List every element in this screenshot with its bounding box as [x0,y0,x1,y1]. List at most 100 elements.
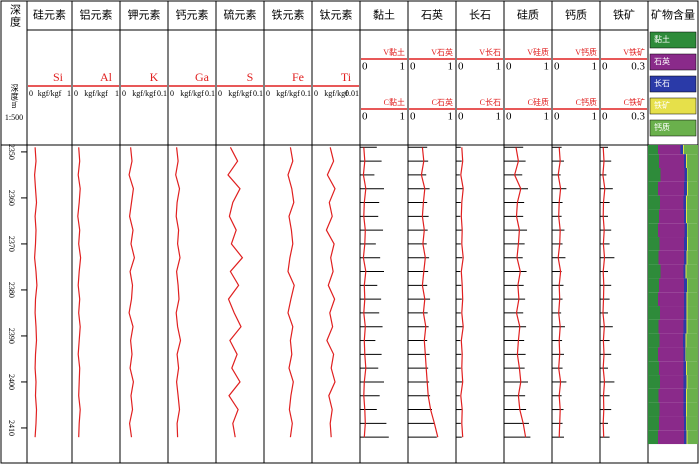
composition-segment [659,154,684,169]
track-symbol: Al [100,70,113,84]
composition-segment [660,375,684,389]
scale-min: 0 [362,111,368,123]
composition-segment [648,168,661,182]
composition-segment [687,278,698,293]
legend-swatch [649,31,697,49]
composition-segment [687,319,698,334]
depth-tick-label: 2400 [7,374,16,390]
scale-max: 1 [400,61,406,73]
composition-segment [686,154,687,169]
composition-segment [648,264,661,279]
legend-label: 石英 [654,56,670,66]
composition-segment [686,402,687,417]
depth-scale: 1:500 [5,113,23,122]
scale-min: 0 [314,89,318,98]
scale-unit: kgf/kgf [180,89,204,98]
composition-segment [684,430,687,445]
legend-swatch [649,119,697,137]
composition-segment [687,154,698,169]
legend-label: 钙质 [654,122,670,132]
composition-segment [684,181,687,196]
scale-max: 1 [448,111,454,123]
scale-unit: kgf/kgf [324,89,348,98]
element-curve [325,147,336,438]
composition-segment [648,154,659,169]
track-title: 石英 [421,8,443,22]
composition-segment [686,306,688,320]
legend-label: 铁矿 [654,100,670,110]
composition-segment [648,388,659,403]
track-title: 钛元素 [320,8,353,22]
track-title: 钙质 [565,8,587,22]
composition-segment [648,347,658,362]
composition-segment [658,347,684,362]
composition-segment [683,375,687,389]
composition-segment [648,430,658,445]
curve-name: V石英 [431,47,453,57]
element-curve [128,147,136,438]
composition-segment [659,416,684,431]
curve-name: C铁矿 [624,97,645,107]
composition-segment [687,223,688,238]
composition-segment [648,250,659,265]
track-title: 长石 [469,9,491,22]
v-curve [420,147,439,438]
scale-max: 0.1 [205,89,215,98]
composition-segment [660,195,684,210]
scale-max: 1 [544,111,550,123]
depth-tick-label: 2370 [7,236,16,252]
scale-max: 1 [400,111,406,123]
legend-label: 长石 [654,78,670,88]
element-curve [227,147,244,438]
composition-segment [659,237,684,251]
composition-segment [658,430,684,445]
depth-tick-label: 2380 [7,282,16,298]
composition-segment [683,319,687,334]
composition-segment [685,264,687,279]
composition-segment [683,361,686,376]
scale-max: 0.1 [253,89,263,98]
scale-min: 0 [170,89,174,98]
composition-segment [648,375,660,389]
legend-swatch [649,53,697,71]
track-title: 铝元素 [80,8,113,22]
composition-segment [659,209,684,224]
track-symbol: Ti [341,70,352,84]
composition-segment [659,361,684,376]
curve-name: V硅质 [527,47,549,57]
curve-name: V黏土 [383,47,405,57]
v-curve [557,147,562,438]
legend-swatch [649,75,697,93]
composition-segment [648,195,660,210]
scale-max: 1 [496,111,502,123]
scale-min: 0 [410,111,416,123]
composition-segment [683,195,686,210]
v-curve [460,147,464,438]
scale-max: 1 [115,89,119,98]
scale-max: 1 [67,89,71,98]
composition-segment [687,237,688,251]
element-curve [33,147,38,438]
scale-min: 0 [266,89,270,98]
composition-segment [687,250,698,265]
track-title: 钾元素 [128,8,161,22]
scale-min: 0 [74,89,78,98]
composition-segment [686,333,698,348]
composition-segment [685,347,686,362]
scale-min: 0 [122,89,126,98]
depth-tick-label: 2410 [7,420,16,436]
curve-name: C黏土 [384,97,405,107]
composition-segment [680,145,683,155]
composition-segment [687,306,698,320]
composition-segment [683,388,686,403]
composition-segment [658,388,684,403]
curve-name: C硅质 [528,97,549,107]
composition-segment [685,333,687,348]
composition-segment [684,154,686,169]
composition-segment [688,237,698,251]
composition-segment [686,388,687,403]
composition-segment [686,416,687,431]
composition-segment [684,168,687,182]
